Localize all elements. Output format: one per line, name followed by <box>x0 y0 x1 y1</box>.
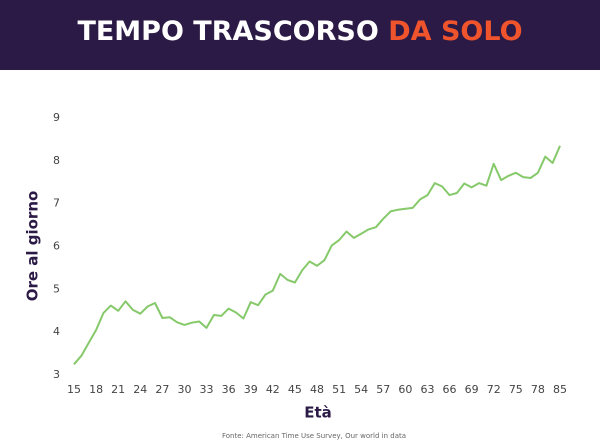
y-tick-label: 7 <box>53 197 60 210</box>
x-tick-label: 27 <box>155 383 169 396</box>
x-tick-label: 78 <box>531 383 545 396</box>
x-tick-label: 85 <box>553 383 567 396</box>
y-axis-label: Ore al giorno <box>24 191 42 302</box>
chart-title: TEMPO TRASCORSO DA SOLO <box>77 16 522 47</box>
x-tick-label: 24 <box>133 383 147 396</box>
x-tick-label: 69 <box>465 383 479 396</box>
x-tick-label: 63 <box>420 383 434 396</box>
source: Fonte: American Time Use Survey, Our wor… <box>222 432 406 440</box>
x-axis-label: Età <box>304 404 332 422</box>
title-part: TEMPO TRASCORSO <box>77 16 378 47</box>
x-tick-label: 57 <box>376 383 390 396</box>
x-tick-label: 39 <box>244 383 258 396</box>
x-tick-label: 51 <box>332 383 346 396</box>
x-tick-label: 75 <box>509 383 523 396</box>
y-tick-label: 8 <box>53 154 60 167</box>
x-tick-label: 66 <box>443 383 457 396</box>
x-tick-label: 21 <box>111 383 125 396</box>
y-tick-label: 4 <box>53 325 60 338</box>
x-tick-label: 30 <box>177 383 191 396</box>
y-tick-label: 3 <box>53 368 60 381</box>
x-tick-label: 72 <box>487 383 501 396</box>
x-tick-label: 18 <box>89 383 103 396</box>
y-tick-label: 9 <box>53 111 60 124</box>
x-tick-label: 48 <box>310 383 324 396</box>
x-tick-label: 15 <box>67 383 81 396</box>
y-tick-label: 6 <box>53 240 60 253</box>
x-tick-label: 36 <box>222 383 236 396</box>
line <box>73 145 561 365</box>
x-tick-label: 54 <box>354 383 368 396</box>
title-part: DA SOLO <box>388 16 522 47</box>
x-tick-label: 45 <box>288 383 302 396</box>
x-tick-label: 60 <box>398 383 412 396</box>
x-tick-label: 33 <box>200 383 214 396</box>
x-tick-label: 42 <box>266 383 280 396</box>
y-tick-label: 5 <box>53 282 60 295</box>
header-band <box>0 0 600 70</box>
